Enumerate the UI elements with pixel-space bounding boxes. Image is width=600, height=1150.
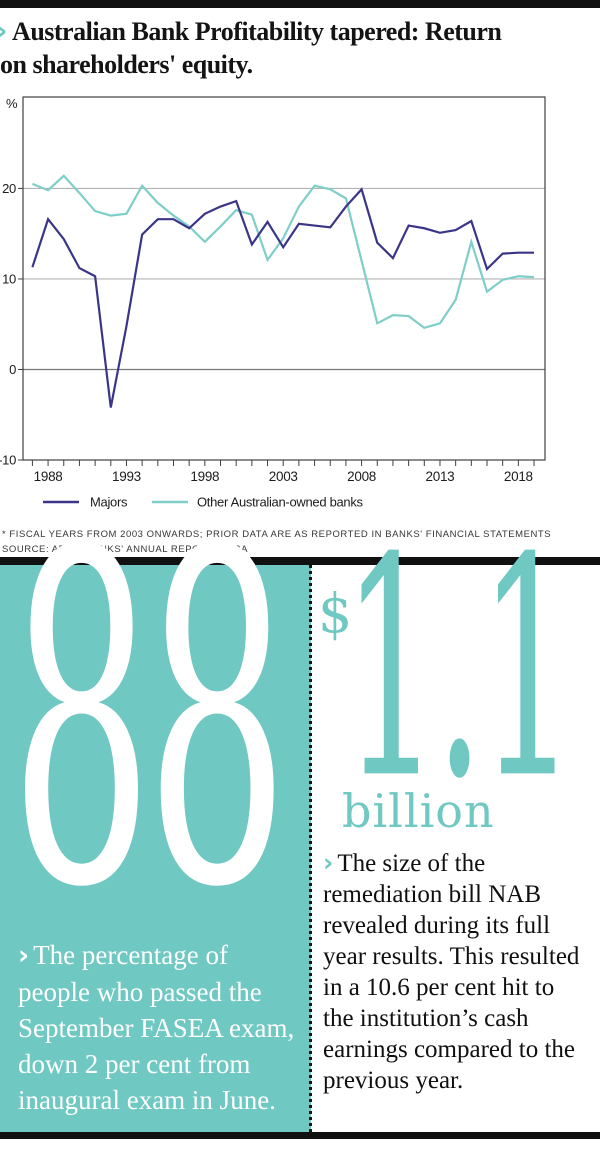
x-tick-label: 2003 xyxy=(269,469,298,484)
top-rule xyxy=(0,0,600,8)
title-line-2: on shareholders' equity. xyxy=(0,50,253,79)
legend-label: Other Australian-owned banks xyxy=(197,495,364,510)
x-tick-label: 2018 xyxy=(504,469,533,484)
chart-footnote: * FISCAL YEARS FROM 2003 ONWARDS; PRIOR … xyxy=(0,522,600,557)
header: ›Australian Bank Profitability tapered: … xyxy=(0,8,600,92)
stat-nab-description: › The size of the remediation bill NAB re… xyxy=(323,848,580,1094)
dollar-sign: $ xyxy=(318,582,353,645)
x-tick-label: 1993 xyxy=(112,469,141,484)
series-line-majors xyxy=(31,187,535,408)
y-tick-label: 20 xyxy=(2,181,16,196)
y-tick-label: -10 xyxy=(0,453,16,468)
title-line-1: Australian Bank Profitability tapered: R… xyxy=(12,17,502,46)
x-tick-label: 1988 xyxy=(34,469,63,484)
y-tick-label: 10 xyxy=(2,271,16,286)
roe-line-chart: 20 10 0 -10% 1988 1993 1998 2003 2008 2013 2018 Maj… xyxy=(0,96,546,510)
y-tick-label: 0 xyxy=(9,362,16,377)
chevron-icon: › xyxy=(323,848,334,877)
x-tick-label: 1998 xyxy=(190,469,219,484)
bottom-rule xyxy=(0,1132,600,1139)
stat-fasea-panel xyxy=(0,565,311,1132)
stat-fasea-value: 88 xyxy=(10,456,289,988)
stat-nab-value: 1.1 xyxy=(343,493,576,846)
legend-label: Majors xyxy=(90,495,128,510)
footnote-line-2: SOURCE: APRA; BANKS' ANNUAL REPORTS; RBA xyxy=(2,544,249,555)
chevron-icon: › xyxy=(18,940,30,971)
y-axis-unit: % xyxy=(6,96,18,111)
page-title: ›Australian Bank Profitability tapered: … xyxy=(0,14,594,81)
footnote-line-1: * FISCAL YEARS FROM 2003 ONWARDS; PRIOR … xyxy=(2,529,552,540)
mid-rule xyxy=(0,557,600,565)
series-line-other-australian-owned-banks xyxy=(31,174,535,330)
x-tick-label: 2013 xyxy=(426,469,455,484)
chevron-icon: › xyxy=(0,14,8,47)
stat-fasea-description: › The percentage of people who passed the… xyxy=(18,940,295,1115)
stats-section: 88 › The percentage of people who passed … xyxy=(0,494,600,1132)
stat-nab-unit: billion xyxy=(342,784,495,838)
x-tick-label: 2008 xyxy=(347,469,376,484)
stat-divider xyxy=(309,565,312,1132)
